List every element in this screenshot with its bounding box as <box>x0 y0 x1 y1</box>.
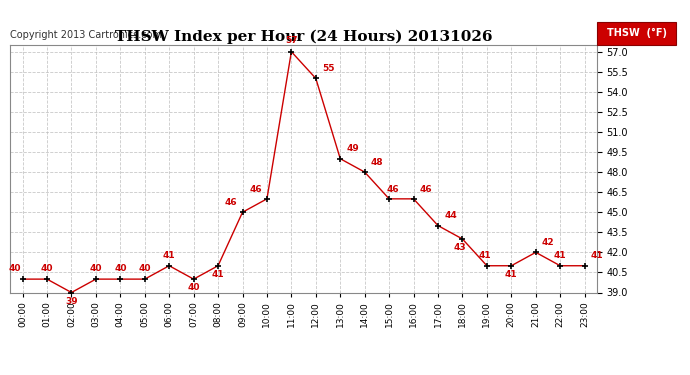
Text: 41: 41 <box>505 270 518 279</box>
Text: 41: 41 <box>212 270 224 279</box>
Text: 41: 41 <box>554 251 566 260</box>
Text: 49: 49 <box>346 144 359 153</box>
Text: 44: 44 <box>444 211 457 220</box>
Text: Copyright 2013 Cartronics.com: Copyright 2013 Cartronics.com <box>10 30 162 40</box>
Text: 46: 46 <box>420 184 433 194</box>
Text: 41: 41 <box>478 251 491 260</box>
Text: 40: 40 <box>90 264 102 273</box>
Title: THSW Index per Hour (24 Hours) 20131026: THSW Index per Hour (24 Hours) 20131026 <box>115 30 493 44</box>
Text: 40: 40 <box>41 264 53 273</box>
Text: THSW  (°F): THSW (°F) <box>607 28 667 38</box>
Text: 41: 41 <box>591 251 603 260</box>
Text: 40: 40 <box>188 284 200 292</box>
Text: 39: 39 <box>65 297 78 306</box>
Text: 46: 46 <box>225 198 237 207</box>
Text: 48: 48 <box>371 158 384 167</box>
Text: 57: 57 <box>285 36 297 45</box>
Text: 43: 43 <box>454 243 466 252</box>
Text: 40: 40 <box>114 264 126 273</box>
Text: 46: 46 <box>386 184 400 194</box>
Text: 46: 46 <box>249 184 262 194</box>
Text: 40: 40 <box>139 264 151 273</box>
Text: 41: 41 <box>163 251 175 260</box>
Text: 42: 42 <box>542 238 555 247</box>
Text: 40: 40 <box>9 264 21 273</box>
Text: 55: 55 <box>322 64 335 73</box>
